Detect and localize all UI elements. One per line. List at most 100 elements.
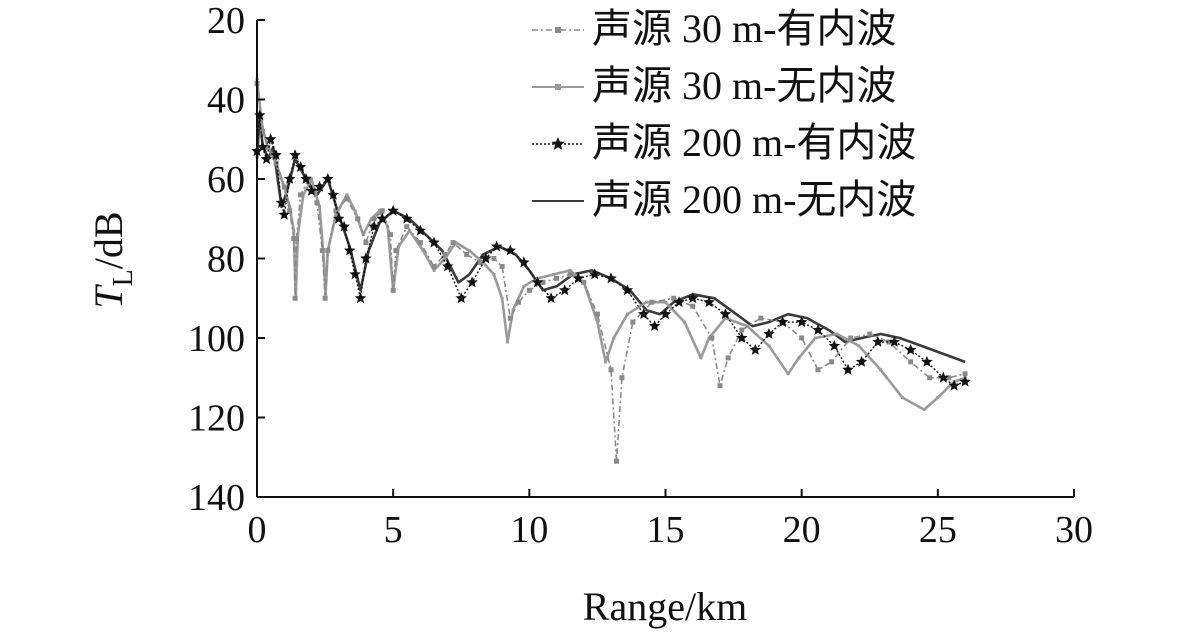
legend-item-source-30m-without-internal-wave: 声源 30 m-无内波 (532, 63, 896, 108)
data-point (671, 295, 677, 301)
data-point (379, 208, 385, 214)
data-point (500, 296, 504, 300)
data-point (322, 257, 326, 260)
data-point (567, 271, 573, 277)
data-point (673, 296, 685, 308)
x-tick-label: 0 (248, 509, 267, 551)
y-tick-label: 100 (188, 318, 245, 360)
data-point (927, 375, 933, 381)
data-point (749, 343, 762, 355)
data-point (683, 320, 687, 324)
data-point (345, 193, 349, 197)
y-axis-title-rest: /dB (86, 211, 131, 269)
data-point (867, 331, 873, 337)
data-point (443, 257, 447, 260)
y-axis-title-sub: L (108, 269, 139, 286)
data-point (554, 275, 560, 281)
plot-area: 20 40 60 80 100 120 140 0 5 10 15 20 25 30 (188, 0, 1093, 551)
data-point (327, 188, 339, 200)
x-tick-label: 30 (1055, 509, 1093, 551)
data-point (343, 244, 356, 256)
data-point (314, 200, 320, 206)
data-point (717, 383, 723, 389)
data-point (649, 299, 655, 305)
data-point (455, 292, 467, 304)
data-point (815, 367, 821, 373)
data-point (256, 141, 269, 153)
data-point (699, 356, 703, 360)
data-point (723, 316, 727, 320)
data-point (322, 295, 328, 301)
legend-marker (551, 137, 565, 150)
data-point (709, 335, 715, 341)
data-point (608, 367, 614, 373)
data-point (559, 284, 571, 296)
y-ticks: 20 40 60 80 100 120 140 (188, 0, 265, 519)
data-point (605, 272, 617, 284)
data-point (275, 196, 288, 208)
data-point (417, 240, 423, 246)
data-point (480, 252, 492, 264)
x-tick-label: 10 (510, 509, 548, 551)
data-point (349, 268, 361, 280)
y-axis-title: TL/dB (86, 211, 139, 308)
data-point (904, 343, 917, 355)
data-point (739, 327, 745, 333)
series-layer (251, 78, 971, 464)
data-point (338, 220, 350, 232)
data-point (454, 241, 458, 245)
data-point (725, 355, 731, 361)
data-point (900, 396, 904, 400)
y-tick-label: 60 (207, 159, 245, 201)
data-point (594, 311, 600, 317)
data-point (421, 249, 425, 253)
data-point (294, 161, 307, 172)
legend-label: 声源 30 m-有内波 (592, 6, 896, 51)
data-point (292, 295, 298, 301)
legend-marker (555, 27, 561, 33)
data-point (264, 133, 277, 145)
data-point (363, 240, 369, 246)
data-point (260, 153, 273, 164)
data-point (325, 248, 331, 254)
data-point (273, 160, 279, 166)
data-point (857, 344, 861, 348)
data-point (707, 336, 711, 340)
data-point (690, 303, 696, 309)
data-point (305, 184, 318, 196)
x-ticks: 0 5 10 15 20 25 30 (248, 489, 1093, 551)
data-point (922, 408, 926, 412)
data-point (378, 209, 382, 213)
data-point (288, 205, 292, 209)
legend-label: 声源 200 m-无内波 (592, 177, 916, 222)
data-point (450, 240, 456, 246)
data-point (829, 359, 835, 365)
data-point (595, 320, 599, 324)
data-point (888, 336, 900, 347)
data-point (278, 208, 290, 220)
data-point (908, 359, 914, 365)
data-point (612, 336, 616, 340)
data-point (298, 192, 304, 198)
data-point (786, 372, 790, 376)
data-point (466, 276, 478, 288)
data-point (428, 236, 440, 248)
data-point (886, 339, 892, 345)
data-point (291, 236, 297, 242)
data-point (511, 308, 515, 312)
data-point (270, 149, 282, 160)
data-point (613, 458, 619, 464)
y-tick-label: 120 (188, 398, 245, 440)
y-tick-label: 80 (207, 239, 245, 281)
data-point (464, 252, 470, 258)
data-point (828, 339, 841, 351)
data-point (431, 263, 437, 269)
data-point (568, 268, 572, 272)
data-point (322, 173, 334, 184)
data-point (604, 360, 608, 364)
data-point (333, 208, 339, 214)
data-point (254, 109, 266, 121)
data-point (776, 316, 789, 327)
data-point (300, 173, 312, 184)
